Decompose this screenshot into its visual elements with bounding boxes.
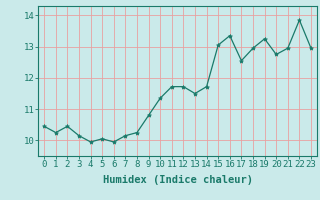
X-axis label: Humidex (Indice chaleur): Humidex (Indice chaleur) bbox=[103, 175, 252, 185]
